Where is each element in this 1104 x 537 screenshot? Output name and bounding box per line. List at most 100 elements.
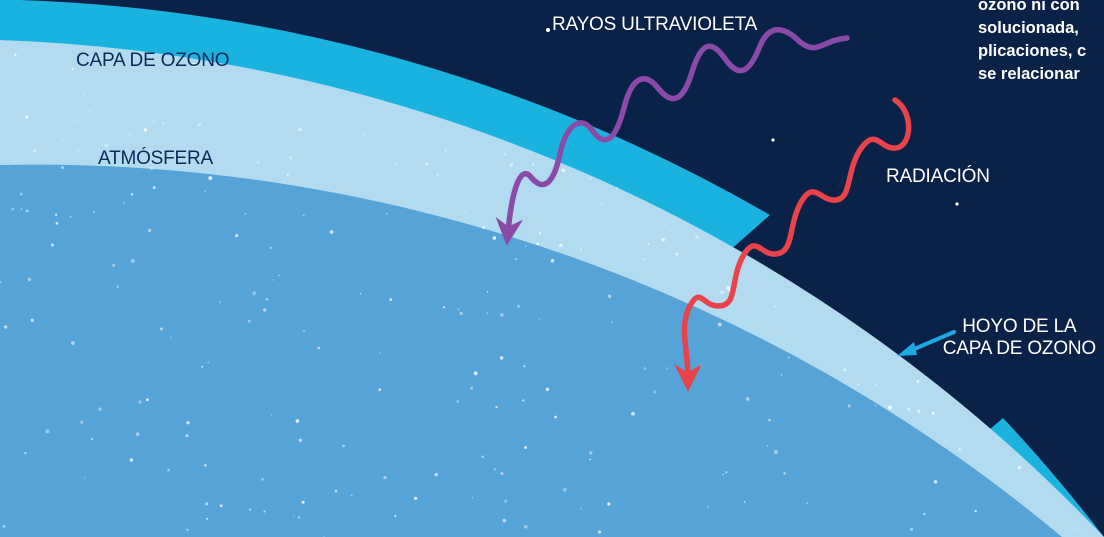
speckle bbox=[152, 186, 156, 190]
speckle bbox=[481, 455, 484, 458]
speckle bbox=[269, 246, 272, 249]
speckle bbox=[301, 500, 305, 504]
speckle bbox=[160, 327, 163, 331]
speckle bbox=[774, 305, 776, 308]
speckle bbox=[147, 228, 152, 233]
speckle bbox=[30, 318, 34, 322]
speckle bbox=[425, 163, 428, 166]
speckle bbox=[84, 477, 86, 479]
speckle bbox=[93, 211, 96, 213]
speckle bbox=[495, 406, 498, 409]
speckle bbox=[464, 212, 467, 214]
speckle bbox=[916, 379, 920, 383]
speckle bbox=[125, 148, 128, 151]
speckle bbox=[185, 434, 189, 437]
speckle bbox=[471, 496, 474, 499]
speckle bbox=[162, 122, 165, 125]
speckle bbox=[470, 386, 474, 390]
speckle bbox=[944, 440, 947, 442]
speckle bbox=[773, 450, 778, 455]
speckle bbox=[186, 528, 189, 532]
speckle bbox=[77, 149, 80, 152]
speckle bbox=[580, 507, 582, 510]
speckle bbox=[55, 222, 59, 225]
speckle bbox=[89, 110, 91, 113]
speckle bbox=[874, 404, 877, 407]
speckle bbox=[726, 286, 731, 290]
speckle bbox=[456, 400, 459, 403]
speckle bbox=[186, 421, 190, 425]
speckle bbox=[538, 317, 541, 320]
speckle bbox=[350, 494, 353, 497]
ozone-hole-label-line2: CAPA DE OZONO bbox=[942, 338, 1096, 359]
speckle bbox=[152, 120, 155, 122]
speckle bbox=[917, 409, 921, 413]
uv-ray-arrow bbox=[495, 27, 850, 246]
speckle bbox=[699, 364, 702, 367]
speckle bbox=[502, 518, 507, 523]
speckle bbox=[24, 452, 27, 455]
speckle bbox=[27, 277, 32, 282]
speckle bbox=[219, 301, 222, 304]
speckle bbox=[923, 512, 926, 516]
speckle bbox=[492, 236, 497, 240]
speckle bbox=[1073, 527, 1076, 530]
speckle bbox=[278, 274, 280, 277]
speckle bbox=[207, 361, 210, 364]
speckle bbox=[256, 161, 260, 164]
speckle bbox=[184, 57, 187, 60]
speckle bbox=[71, 67, 74, 71]
note-line: solucionada, bbox=[978, 19, 1079, 37]
speckle bbox=[317, 346, 321, 350]
speckle bbox=[607, 294, 612, 298]
speckle bbox=[536, 242, 539, 246]
speckle bbox=[149, 166, 153, 170]
speckle bbox=[509, 163, 514, 167]
speckle bbox=[394, 514, 397, 518]
speckle bbox=[303, 330, 305, 332]
speckle bbox=[675, 253, 678, 256]
speckle bbox=[252, 291, 257, 296]
speckle bbox=[933, 480, 938, 484]
speckle bbox=[32, 149, 37, 153]
speckle bbox=[931, 411, 935, 415]
speckle bbox=[247, 319, 251, 323]
speckle bbox=[589, 458, 592, 461]
speckle bbox=[270, 414, 273, 416]
cropped-side-note: ozono ni con solucionada, plicaciones, c… bbox=[978, 0, 1104, 86]
note-line: plicaciones, c bbox=[978, 42, 1087, 60]
earth-surface bbox=[0, 164, 1062, 537]
speckle bbox=[129, 133, 132, 136]
speckle bbox=[14, 161, 16, 163]
speckle bbox=[135, 432, 140, 437]
speckle bbox=[261, 478, 264, 481]
speckle bbox=[722, 473, 725, 476]
speckle bbox=[559, 243, 563, 248]
speckle bbox=[589, 177, 592, 180]
speckle bbox=[780, 374, 783, 376]
speckle bbox=[545, 387, 550, 391]
speckle bbox=[523, 524, 528, 529]
speckle bbox=[661, 238, 665, 242]
ozone-hole-label: HOYO DE LA CAPA DE OZONO bbox=[943, 316, 1096, 360]
speckle bbox=[766, 445, 769, 447]
speckle bbox=[695, 235, 699, 239]
speckle bbox=[386, 213, 388, 215]
speckle bbox=[235, 234, 239, 238]
speckle bbox=[843, 368, 846, 372]
speckle bbox=[206, 517, 209, 520]
speckle bbox=[292, 514, 295, 516]
speckle bbox=[647, 243, 650, 246]
speckle bbox=[434, 472, 438, 477]
speckle bbox=[745, 397, 750, 401]
speckle bbox=[201, 365, 204, 368]
speckle bbox=[522, 399, 525, 402]
speckle bbox=[611, 321, 613, 323]
speckle bbox=[532, 163, 535, 166]
speckle bbox=[130, 258, 135, 263]
speckle bbox=[69, 215, 72, 218]
speckle bbox=[208, 176, 213, 181]
speckle bbox=[191, 62, 196, 67]
speckle bbox=[197, 123, 202, 127]
